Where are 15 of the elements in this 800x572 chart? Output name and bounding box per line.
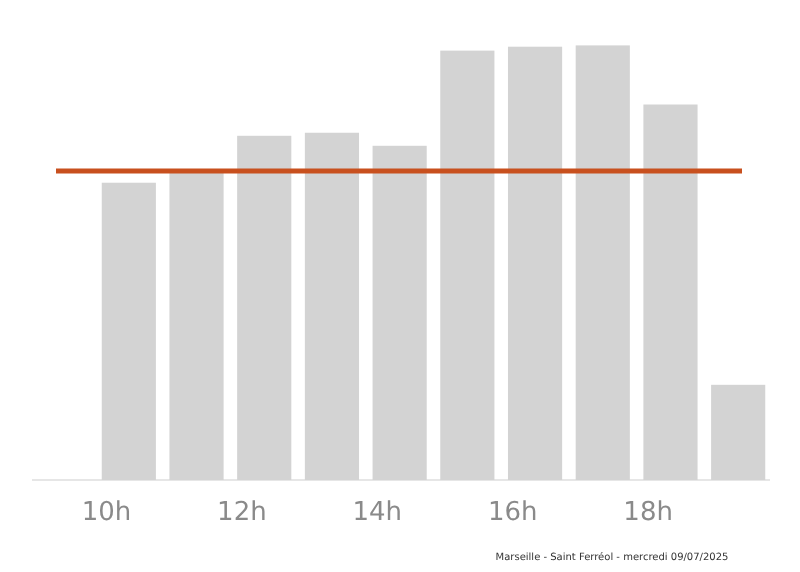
x-tick-label: 14h: [352, 498, 403, 528]
bar: [575, 45, 630, 480]
bar: [440, 50, 495, 480]
bar: [507, 46, 563, 480]
bar: [711, 384, 766, 480]
bar: [643, 104, 698, 480]
bar: [237, 135, 292, 480]
x-tick-label: 10h: [81, 498, 132, 528]
bar: [304, 132, 360, 480]
x-tick-label: 16h: [487, 498, 538, 528]
bar: [169, 171, 224, 480]
x-tick-label: 18h: [623, 498, 673, 528]
bar: [372, 145, 427, 480]
x-tick-label: 12h: [217, 498, 267, 528]
bar: [101, 182, 156, 480]
